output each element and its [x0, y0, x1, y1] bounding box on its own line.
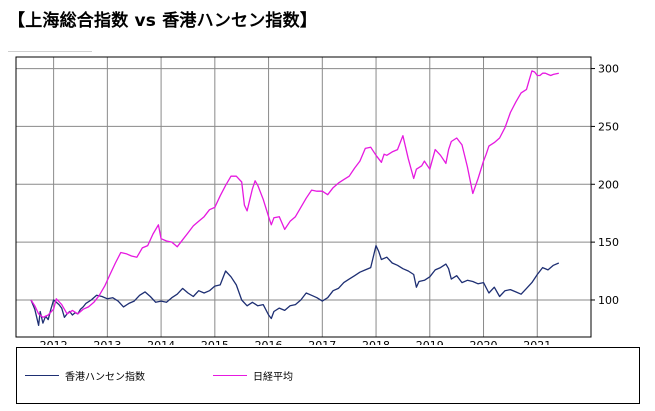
- legend-label-nikkei: 日経平均: [253, 368, 293, 383]
- y-tick-label-300: 300: [598, 63, 619, 76]
- line-chart: 2012 2013 2014 2015 2016 2017 2018 2019 2020 2021…: [0, 0, 655, 345]
- chart-grid: [16, 57, 591, 337]
- x-tick-label-2013: 2013: [93, 339, 121, 345]
- x-tick-label-2018: 2018: [362, 339, 390, 345]
- y-tick-label-100: 100: [598, 294, 619, 307]
- legend-swatch-hsi: [25, 375, 59, 376]
- y-tick-label-150: 150: [598, 236, 619, 249]
- y-tick-label-250: 250: [598, 120, 619, 133]
- series-line-hsi: [31, 246, 559, 326]
- x-tick-label-2021: 2021: [523, 339, 551, 345]
- legend-item-nikkei: 日経平均: [213, 368, 293, 382]
- x-axis-ticks: 2012 2013 2014 2015 2016 2017 2018 2019 2020 2021: [40, 339, 552, 345]
- x-tick-label-2019: 2019: [416, 339, 444, 345]
- x-tick-label-2014: 2014: [147, 339, 175, 345]
- x-tick-label-2017: 2017: [308, 339, 336, 345]
- x-tick-label-2020: 2020: [470, 339, 498, 345]
- y-tick-label-200: 200: [598, 178, 619, 191]
- legend-item-hsi: 香港ハンセン指数: [25, 368, 145, 382]
- legend-label-hsi: 香港ハンセン指数: [65, 368, 145, 383]
- x-tick-label-2012: 2012: [40, 339, 68, 345]
- y-axis-ticks: 100 150 200 250 300: [591, 63, 619, 307]
- legend-swatch-nikkei: [213, 375, 247, 376]
- x-tick-label-2016: 2016: [255, 339, 283, 345]
- chart-legend: 香港ハンセン指数 日経平均: [16, 347, 640, 404]
- x-tick-label-2015: 2015: [201, 339, 229, 345]
- chart-series: [31, 71, 559, 326]
- plot-frame: [16, 57, 591, 337]
- series-line-nikkei: [31, 71, 559, 317]
